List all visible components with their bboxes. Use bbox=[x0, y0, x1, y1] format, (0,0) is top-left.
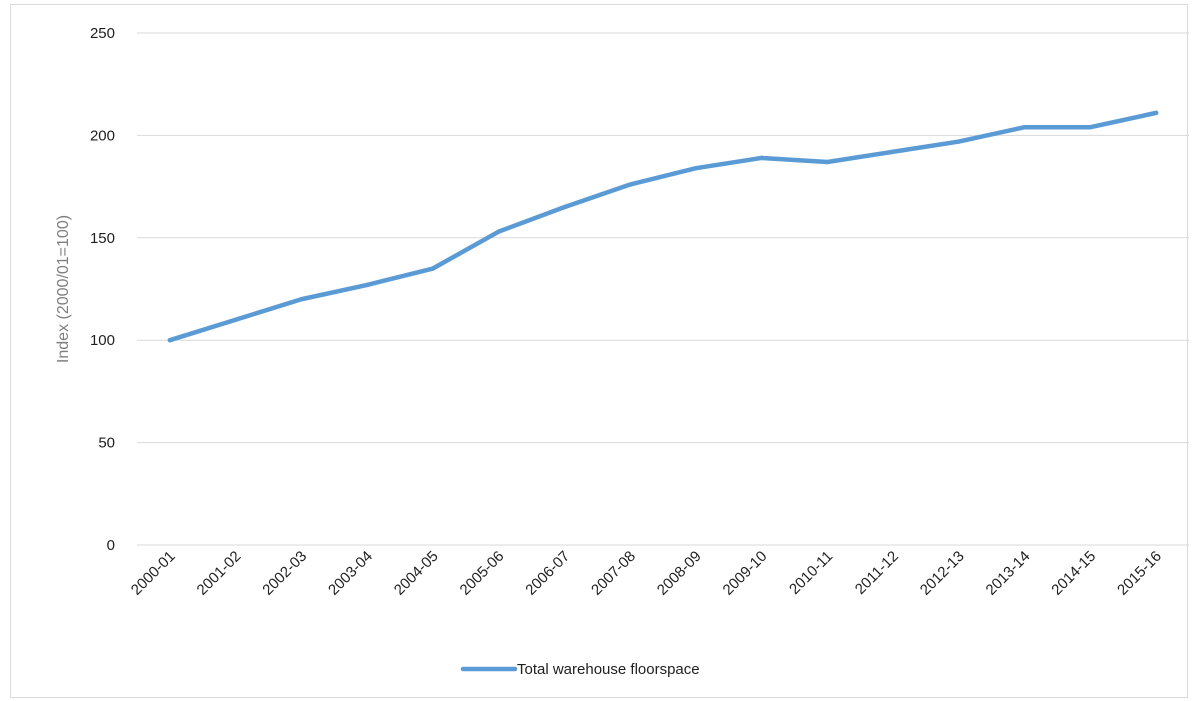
series-line bbox=[167, 110, 1159, 343]
data-point bbox=[1153, 110, 1159, 116]
data-point bbox=[759, 155, 764, 161]
x-tick-label: 2003-04 bbox=[325, 548, 376, 599]
data-point bbox=[562, 204, 567, 210]
legend-entry: Total warehouse floorspace bbox=[517, 661, 700, 678]
x-axis-tick-labels: 2000-01 2001-02 2002-03 2003-04 2004-05 2005-… bbox=[128, 548, 1165, 599]
data-point bbox=[299, 297, 304, 302]
x-tick-label: 2006-07 bbox=[522, 548, 573, 599]
x-tick-label: 2009-10 bbox=[719, 548, 770, 599]
data-point bbox=[1088, 125, 1093, 130]
x-tick-label: 2013-14 bbox=[982, 548, 1033, 599]
y-tick-label: 50 bbox=[98, 435, 115, 452]
data-point bbox=[496, 229, 501, 234]
chart-frame: 0 50 100 150 200 250 2000-01 2001-02 2002-03 200… bbox=[10, 4, 1189, 698]
x-tick-label: 2002-03 bbox=[259, 548, 310, 599]
x-tick-label: 2008-09 bbox=[654, 548, 705, 599]
y-tick-label: 200 bbox=[90, 127, 115, 144]
series-lines bbox=[167, 110, 1159, 343]
x-tick-label: 2001-02 bbox=[193, 548, 244, 599]
y-tick-label: 150 bbox=[90, 230, 115, 247]
data-point bbox=[1022, 125, 1027, 130]
y-tick-label: 250 bbox=[90, 25, 115, 42]
y-tick-label: 100 bbox=[90, 332, 115, 349]
data-point bbox=[430, 266, 436, 271]
x-tick-label: 2010-11 bbox=[786, 548, 836, 598]
data-point bbox=[233, 317, 238, 322]
data-point bbox=[627, 182, 633, 187]
data-point bbox=[890, 149, 896, 154]
x-tick-label: 2005-06 bbox=[456, 548, 507, 599]
y-axis-title: Index (2000/01=100) bbox=[55, 215, 72, 363]
data-point bbox=[956, 139, 962, 144]
legend: Total warehouse floorspace bbox=[460, 661, 700, 678]
x-tick-label: 2015-16 bbox=[1114, 548, 1165, 599]
y-tick-label: 0 bbox=[107, 537, 115, 554]
x-tick-label: 2000-01 bbox=[128, 548, 179, 599]
data-point bbox=[825, 159, 830, 165]
gridlines bbox=[137, 32, 1189, 546]
y-axis-tick-labels: 0 50 100 150 200 250 bbox=[90, 25, 115, 554]
x-tick-label: 2011-12 bbox=[852, 548, 902, 598]
data-point bbox=[167, 338, 173, 343]
x-tick-label: 2012-13 bbox=[917, 548, 968, 599]
x-tick-label: 2004-05 bbox=[391, 548, 442, 599]
x-tick-label: 2014-15 bbox=[1048, 548, 1099, 599]
data-point bbox=[693, 165, 699, 171]
data-point bbox=[364, 282, 370, 288]
x-tick-label: 2007-08 bbox=[588, 548, 639, 599]
